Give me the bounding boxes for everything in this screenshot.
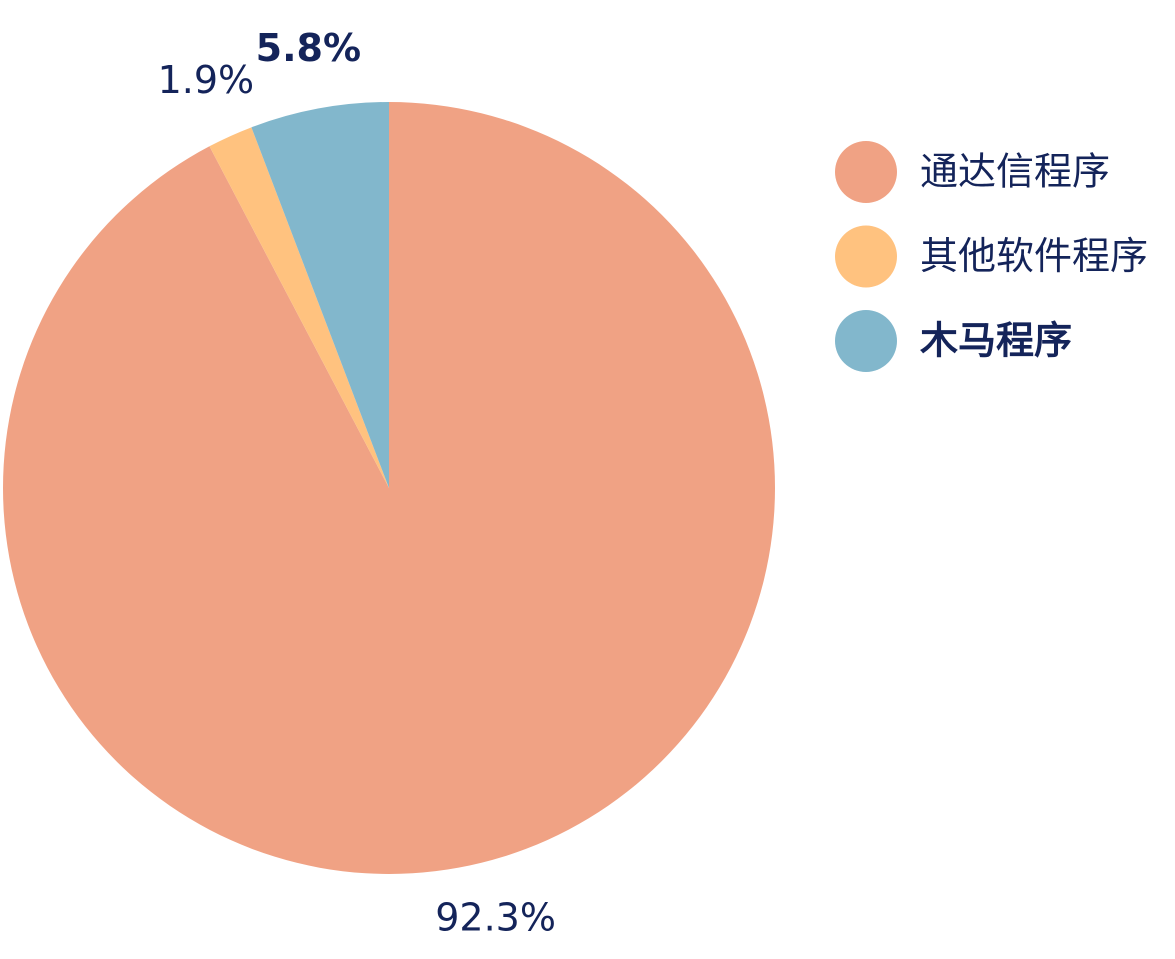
value-label: 1.9% — [158, 58, 255, 102]
legend-label: 其他软件程序 — [920, 234, 1148, 278]
legend-swatch — [835, 141, 897, 203]
legend-swatch — [835, 225, 897, 288]
value-label: 92.3% — [435, 896, 556, 940]
legend-label: 木马程序 — [920, 319, 1072, 363]
legend-swatch — [835, 310, 897, 372]
legend-label: 通达信程序 — [920, 150, 1110, 194]
pie-slice — [251, 102, 389, 488]
pie-slice — [209, 127, 389, 488]
pie-slice — [2, 102, 775, 874]
value-label: 5.8% — [256, 26, 361, 70]
